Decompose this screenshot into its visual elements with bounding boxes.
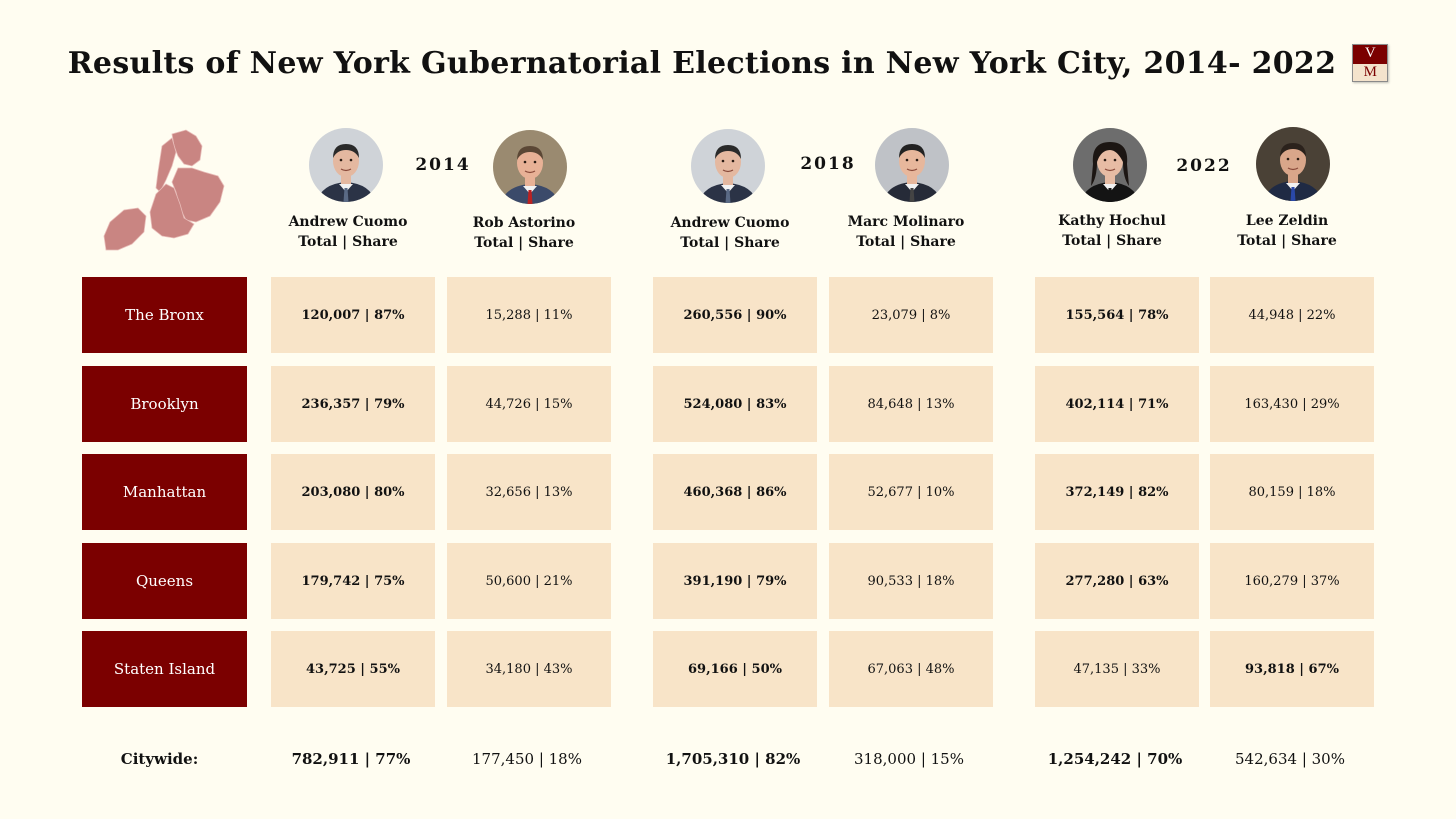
borough-label: Brooklyn [82, 366, 247, 442]
result-cell: 50,600 | 21% [447, 543, 611, 619]
result-cell: 460,368 | 86% [653, 454, 817, 530]
result-cell: 203,080 | 80% [271, 454, 435, 530]
candidate-header-marc-molinaro-2018: Marc Molinaro Total | Share [816, 212, 996, 252]
candidate-header-andrew-cuomo-2014: Andrew Cuomo Total | Share [258, 212, 438, 252]
candidate-header-kathy-hochul-2022: Kathy Hochul Total | Share [1022, 211, 1202, 251]
citywide-value-marc-molinaro-2018: 318,000 | 15% [854, 750, 964, 768]
result-cell: 277,280 | 63% [1035, 543, 1199, 619]
result-cell: 32,656 | 13% [447, 454, 611, 530]
result-cell: 163,430 | 29% [1210, 366, 1374, 442]
result-cell: 524,080 | 83% [653, 366, 817, 442]
logo-letter-bottom: M [1353, 62, 1388, 81]
result-cell: 260,556 | 90% [653, 277, 817, 353]
candidate-name: Lee Zeldin [1245, 213, 1329, 229]
result-cell: 93,818 | 67% [1210, 631, 1374, 707]
nyc-boroughs-map-icon [103, 129, 225, 251]
result-cell: 43,725 | 55% [271, 631, 435, 707]
logo-letter-top: V [1353, 45, 1388, 63]
citywide-value-lee-zeldin-2022: 542,634 | 30% [1235, 750, 1345, 768]
year-label-2014: 2014 [415, 155, 471, 175]
candidate-subheader: Total | Share [474, 235, 574, 251]
candidate-subheader: Total | Share [1062, 233, 1162, 249]
borough-label: Staten Island [82, 631, 247, 707]
result-cell: 372,149 | 82% [1035, 454, 1199, 530]
candidate-header-rob-astorino-2014: Rob Astorino Total | Share [434, 213, 614, 253]
result-cell: 47,135 | 33% [1035, 631, 1199, 707]
result-cell: 23,079 | 8% [829, 277, 993, 353]
result-cell: 67,063 | 48% [829, 631, 993, 707]
candidate-subheader: Total | Share [1237, 233, 1337, 249]
borough-label: Queens [82, 543, 247, 619]
candidate-header-lee-zeldin-2022: Lee Zeldin Total | Share [1197, 211, 1377, 251]
result-cell: 52,677 | 10% [829, 454, 993, 530]
result-cell: 236,357 | 79% [271, 366, 435, 442]
year-label-2022: 2022 [1176, 156, 1232, 176]
candidate-photo-marc-molinaro-2018 [875, 128, 949, 202]
result-cell: 69,166 | 50% [653, 631, 817, 707]
result-cell: 15,288 | 11% [447, 277, 611, 353]
result-cell: 84,648 | 13% [829, 366, 993, 442]
citywide-value-andrew-cuomo-2014: 782,911 | 77% [291, 750, 411, 768]
candidate-name: Kathy Hochul [1058, 213, 1166, 229]
result-cell: 44,726 | 15% [447, 366, 611, 442]
result-cell: 44,948 | 22% [1210, 277, 1374, 353]
vm-logo: V M [1352, 44, 1389, 82]
candidate-name: Andrew Cuomo [670, 215, 790, 231]
borough-label: Manhattan [82, 454, 247, 530]
borough-label: The Bronx [82, 277, 247, 353]
candidate-header-andrew-cuomo-2018: Andrew Cuomo Total | Share [640, 213, 820, 253]
result-cell: 402,114 | 71% [1035, 366, 1199, 442]
result-cell: 90,533 | 18% [829, 543, 993, 619]
citywide-value-rob-astorino-2014: 177,450 | 18% [472, 750, 582, 768]
candidate-name: Marc Molinaro [847, 214, 965, 230]
citywide-value-andrew-cuomo-2018: 1,705,310 | 82% [665, 750, 801, 768]
result-cell: 155,564 | 78% [1035, 277, 1199, 353]
candidate-subheader: Total | Share [856, 234, 956, 250]
candidate-photo-rob-astorino-2014 [493, 130, 567, 204]
candidate-photo-lee-zeldin-2022 [1256, 127, 1330, 201]
candidate-name: Rob Astorino [472, 215, 576, 231]
citywide-label: Citywide: [120, 750, 199, 768]
result-cell: 179,742 | 75% [271, 543, 435, 619]
year-label-2018: 2018 [800, 154, 856, 174]
citywide-value-kathy-hochul-2022: 1,254,242 | 70% [1047, 750, 1183, 768]
candidate-subheader: Total | Share [680, 235, 780, 251]
result-cell: 160,279 | 37% [1210, 543, 1374, 619]
result-cell: 34,180 | 43% [447, 631, 611, 707]
candidate-subheader: Total | Share [298, 234, 398, 250]
result-cell: 391,190 | 79% [653, 543, 817, 619]
candidate-photo-andrew-cuomo-2018 [691, 129, 765, 203]
result-cell: 80,159 | 18% [1210, 454, 1374, 530]
candidate-name: Andrew Cuomo [288, 214, 408, 230]
candidate-photo-kathy-hochul-2022 [1073, 128, 1147, 202]
page-title: Results of New York Gubernatorial Electi… [67, 45, 1337, 81]
title-row: Results of New York Gubernatorial Electi… [0, 44, 1456, 82]
result-cell: 120,007 | 87% [271, 277, 435, 353]
candidate-photo-andrew-cuomo-2014 [309, 128, 383, 202]
